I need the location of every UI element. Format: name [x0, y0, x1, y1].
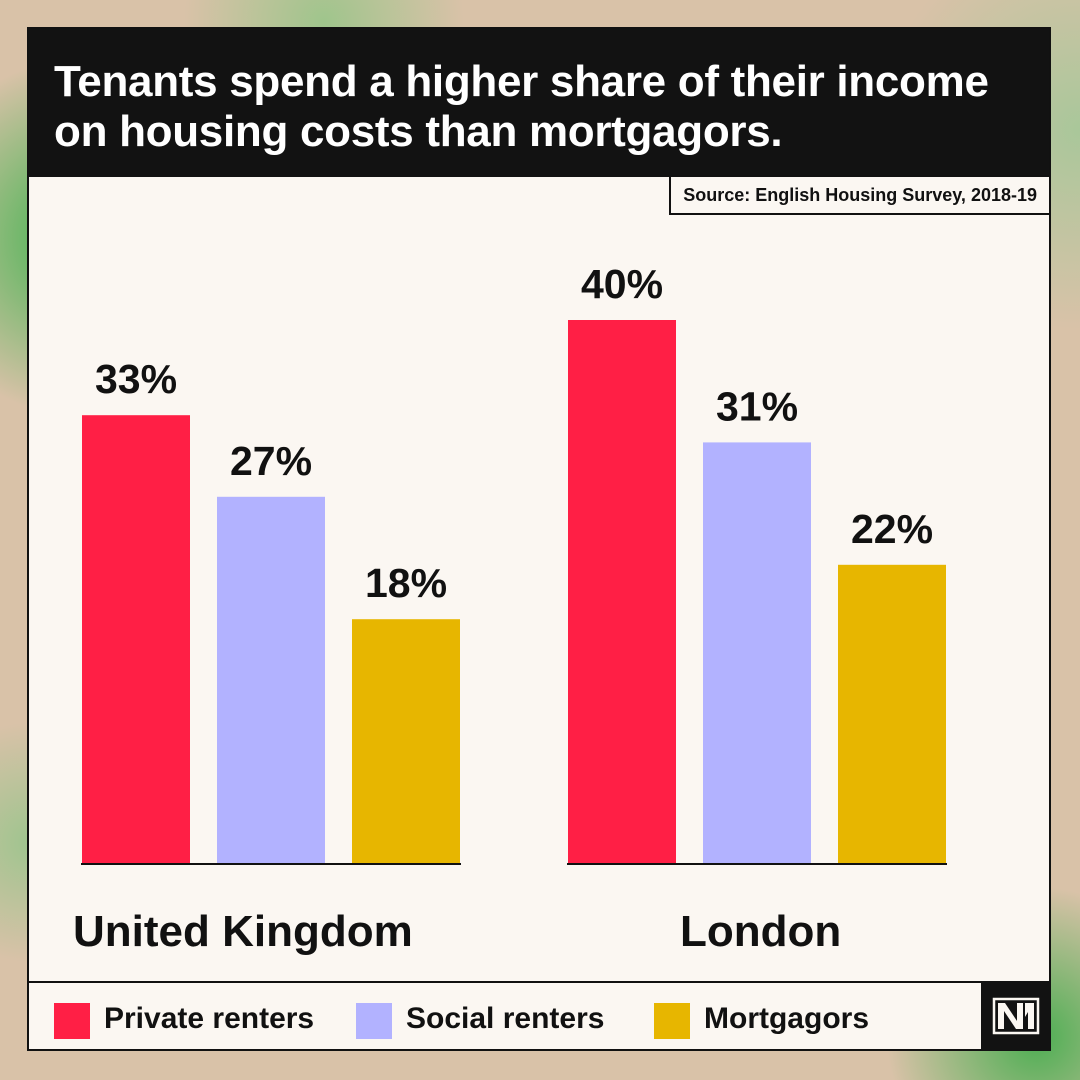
data-label-united-kingdom-private-renters: 33%	[95, 356, 177, 402]
bar-london-private-renters	[568, 320, 676, 864]
source-label: Source: English Housing Survey, 2018-19	[669, 175, 1051, 215]
legend-label: Mortgagors	[704, 1002, 869, 1035]
bar-london-mortgagors	[838, 564, 946, 864]
data-label-london-mortgagors: 22%	[851, 506, 933, 552]
data-label-united-kingdom-mortgagors: 18%	[365, 560, 447, 606]
bar-london-social-renters	[703, 442, 811, 864]
legend-swatch-private-renters	[54, 1003, 90, 1039]
infographic-card: Tenants spend a higher share of their in…	[27, 27, 1051, 1051]
legend-label: Social renters	[406, 1002, 605, 1035]
legend-swatch-social-renters	[356, 1003, 392, 1039]
data-label-united-kingdom-social-renters: 27%	[230, 438, 312, 484]
bar-united-kingdom-mortgagors	[352, 619, 460, 864]
legend-swatch-mortgagors	[654, 1003, 690, 1039]
category-label-london: London	[680, 907, 841, 956]
data-label-london-social-renters: 31%	[716, 383, 798, 429]
data-label-london-private-renters: 40%	[581, 261, 663, 307]
bar-united-kingdom-social-renters	[217, 496, 325, 864]
chart-title: Tenants spend a higher share of their in…	[54, 57, 989, 156]
nm-logo-icon	[981, 981, 1051, 1051]
bar-chart: 33% 27% 18% United Kingdom 40% 31% 22% London	[73, 261, 947, 956]
legend: Private renters Social renters Mortgagor…	[29, 981, 1049, 1053]
nm-logo-mark	[992, 997, 1040, 1035]
legend-label: Private renters	[104, 1002, 315, 1035]
title-bar: Tenants spend a higher share of their in…	[29, 29, 1049, 177]
bar-united-kingdom-private-renters	[82, 415, 190, 864]
category-label-united-kingdom: United Kingdom	[73, 907, 413, 956]
